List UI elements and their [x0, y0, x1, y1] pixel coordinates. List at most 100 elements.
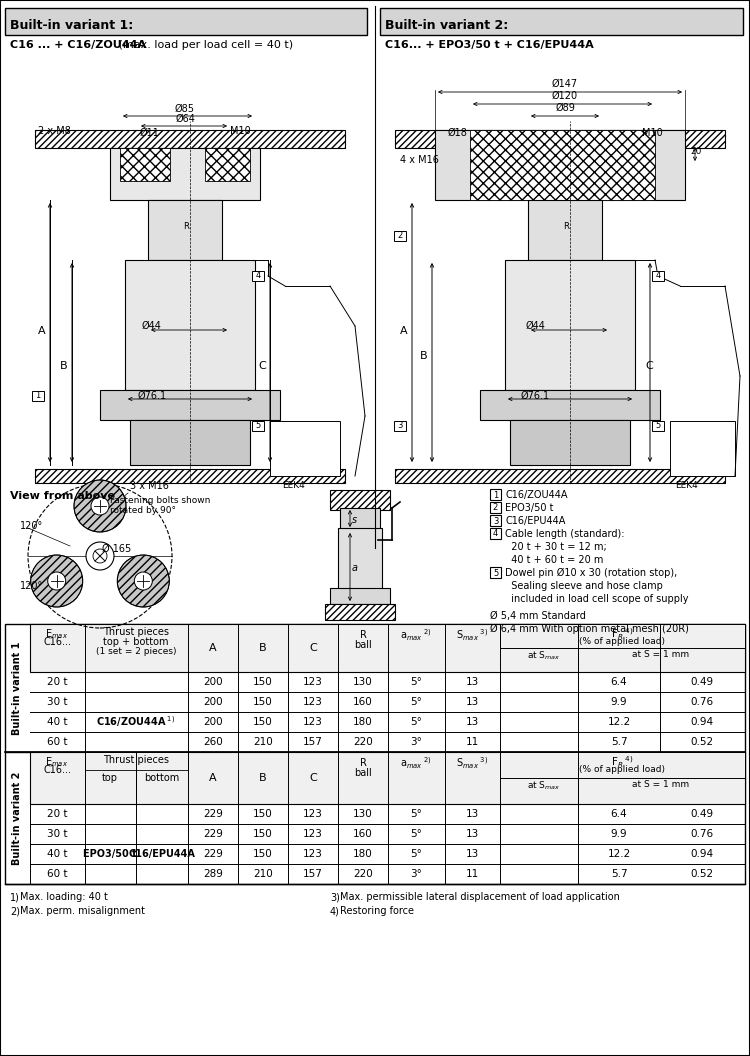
Text: 5: 5	[493, 568, 498, 578]
Text: 130: 130	[353, 677, 373, 687]
Text: 13: 13	[465, 809, 478, 819]
Text: 13: 13	[465, 677, 478, 687]
Text: 3°: 3°	[410, 737, 422, 747]
Circle shape	[91, 497, 109, 515]
Bar	[395, 130, 725, 148]
Bar	[470, 130, 655, 200]
Text: C16/ZOU44A$^{\ 1)}$: C16/ZOU44A$^{\ 1)}$	[96, 715, 176, 730]
Text: 30 t: 30 t	[46, 697, 68, 708]
Text: ball: ball	[354, 768, 372, 778]
Text: C: C	[645, 361, 652, 371]
Text: C16...: C16...	[43, 765, 71, 775]
Text: 120°: 120°	[20, 581, 44, 591]
Text: 3: 3	[493, 516, 498, 526]
Text: F$_R$$^{\ 4)}$: F$_R$$^{\ 4)}$	[610, 754, 633, 770]
Bar	[490, 528, 501, 539]
Text: 123: 123	[303, 829, 323, 840]
Text: 3°: 3°	[410, 869, 422, 879]
Text: 0.49: 0.49	[691, 677, 713, 687]
Text: A: A	[38, 326, 46, 336]
Text: 123: 123	[303, 697, 323, 708]
Bar	[330, 490, 390, 510]
Text: C16...: C16...	[43, 637, 71, 647]
Text: 4: 4	[493, 529, 498, 539]
Text: 0.49: 0.49	[691, 809, 713, 819]
Text: Sealing sleeve and hose clamp: Sealing sleeve and hose clamp	[505, 581, 663, 591]
Text: Max. perm. misalignment: Max. perm. misalignment	[20, 906, 145, 916]
Text: Ø44: Ø44	[142, 321, 162, 331]
Text: 0.94: 0.94	[691, 717, 713, 727]
Text: 229: 229	[203, 849, 223, 859]
Text: bottom: bottom	[144, 773, 180, 782]
Text: A: A	[209, 773, 217, 782]
Text: 120°: 120°	[20, 521, 44, 531]
Bar	[505, 260, 635, 390]
Text: 30 t: 30 t	[46, 829, 68, 840]
Text: F$_R$$^{\ 4)}$: F$_R$$^{\ 4)}$	[610, 626, 633, 642]
Text: 4): 4)	[330, 906, 340, 916]
Text: 4: 4	[255, 271, 261, 281]
Text: 20 t: 20 t	[46, 809, 68, 819]
Text: 40 t: 40 t	[46, 717, 68, 727]
Text: C16/ZOU44A: C16/ZOU44A	[505, 490, 568, 499]
Text: 11: 11	[465, 737, 478, 747]
Text: 5: 5	[255, 421, 261, 431]
Text: 4 x M16: 4 x M16	[400, 155, 439, 165]
Text: Ø76.1: Ø76.1	[520, 391, 550, 401]
Text: 20 t: 20 t	[46, 677, 68, 687]
Text: 3 x M16: 3 x M16	[130, 480, 169, 491]
Text: B: B	[260, 643, 267, 653]
Bar	[85, 752, 188, 770]
Text: 5°: 5°	[410, 677, 422, 687]
Text: Thrust pieces: Thrust pieces	[103, 755, 169, 765]
Text: ball: ball	[354, 640, 372, 650]
Text: 289: 289	[203, 869, 223, 879]
Text: EEK4: EEK4	[675, 480, 698, 490]
Bar	[380, 8, 743, 35]
Text: 5°: 5°	[410, 829, 422, 840]
Text: at S = 1 mm: at S = 1 mm	[632, 780, 689, 789]
Text: Max. loading: 40 t: Max. loading: 40 t	[20, 892, 108, 902]
Text: at S = 1 mm: at S = 1 mm	[632, 650, 689, 659]
Text: 5.7: 5.7	[610, 869, 627, 879]
Bar	[35, 469, 345, 483]
Text: 5: 5	[656, 421, 661, 431]
Text: Dowel pin Ø10 x 30 (rotation stop),: Dowel pin Ø10 x 30 (rotation stop),	[505, 568, 677, 578]
Text: 210: 210	[253, 737, 273, 747]
Bar	[480, 390, 660, 420]
Text: 210: 210	[253, 869, 273, 879]
Bar	[30, 752, 745, 804]
Text: 13: 13	[465, 849, 478, 859]
Text: A: A	[400, 326, 408, 336]
Text: C: C	[309, 643, 316, 653]
Text: 20 t + 30 t = 12 m;: 20 t + 30 t = 12 m;	[505, 542, 607, 552]
Bar	[148, 200, 222, 260]
Text: R: R	[359, 758, 367, 768]
Text: 220: 220	[353, 737, 373, 747]
Bar	[490, 489, 501, 499]
Text: Ø85: Ø85	[175, 103, 195, 114]
Text: Built-in variant 1: Built-in variant 1	[13, 641, 22, 735]
Text: C16 ... + C16/ZOU44A: C16 ... + C16/ZOU44A	[10, 40, 146, 50]
Circle shape	[31, 555, 82, 607]
Text: 123: 123	[303, 809, 323, 819]
Text: 200: 200	[203, 717, 223, 727]
Text: 229: 229	[203, 829, 223, 840]
Bar	[120, 148, 170, 181]
Text: 123: 123	[303, 849, 323, 859]
Text: 6.4: 6.4	[610, 809, 627, 819]
Text: 123: 123	[303, 717, 323, 727]
Text: 2): 2)	[10, 906, 20, 916]
Text: s: s	[352, 515, 357, 525]
Text: 5°: 5°	[410, 809, 422, 819]
Text: R: R	[183, 222, 189, 231]
Text: 11: 11	[465, 869, 478, 879]
Text: B: B	[60, 361, 68, 371]
Bar	[652, 271, 664, 281]
Text: Ø147: Ø147	[552, 79, 578, 89]
Text: 150: 150	[253, 697, 273, 708]
Bar	[205, 148, 250, 181]
Text: 5°: 5°	[410, 697, 422, 708]
Text: Restoring force: Restoring force	[340, 906, 414, 916]
Text: 1: 1	[493, 490, 498, 499]
